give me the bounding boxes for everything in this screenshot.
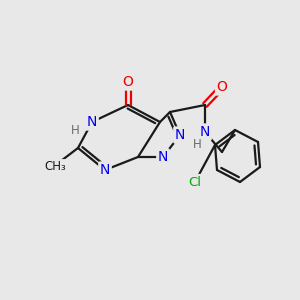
Text: H: H (70, 124, 80, 136)
Text: N: N (100, 163, 110, 177)
Text: O: O (217, 80, 227, 94)
Text: Cl: Cl (188, 176, 202, 188)
Text: N: N (200, 125, 210, 139)
Text: O: O (123, 75, 134, 89)
Text: N: N (175, 128, 185, 142)
Text: H: H (193, 139, 201, 152)
Text: N: N (87, 115, 97, 129)
Text: N: N (158, 150, 168, 164)
Text: CH₃: CH₃ (44, 160, 66, 173)
